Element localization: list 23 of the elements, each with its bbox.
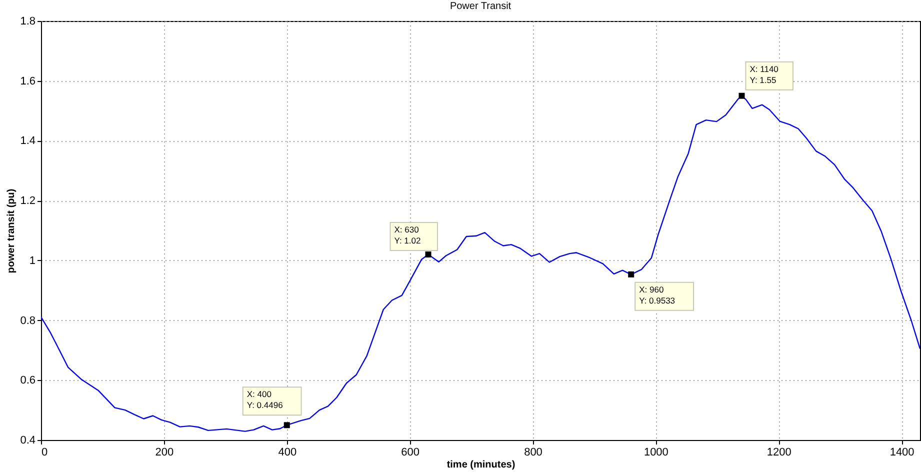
y-axis-title: power transit (pu) — [6, 188, 18, 274]
x-tick-label: 1200 — [766, 446, 792, 458]
y-tick-label: 1.4 — [20, 135, 36, 148]
annotation: X: 630 Y: 1.02 — [394, 224, 421, 246]
y-tick-label: 0.6 — [20, 374, 36, 387]
x-tick-label: 600 — [401, 446, 420, 458]
y-tick-label: 0.8 — [20, 314, 36, 327]
y-tick-label: 1.2 — [20, 195, 36, 208]
x-tick-label: 1400 — [890, 446, 914, 458]
chart-title: Power Transit — [450, 1, 512, 12]
x-tick-label: 800 — [524, 446, 542, 458]
x-tick-label: 200 — [155, 446, 174, 458]
x-tick-label: 1000 — [644, 446, 668, 458]
annotation: X: 400 Y: 0.4496 — [246, 389, 284, 410]
y-tick-label: 1.6 — [20, 75, 36, 88]
y-tick-label: 1 — [29, 254, 36, 267]
annotation: X: 1140 Y: 1.55 — [750, 64, 779, 85]
annotation: X: 960 Y: 0.9533 — [639, 284, 676, 306]
x-axis-title: time (minutes) — [446, 460, 516, 470]
y-tick-label: 1.8 — [20, 16, 36, 28]
x-tick-label: 400 — [278, 446, 297, 458]
x-tick-label: 0 — [42, 446, 48, 458]
y-tick-label: 0.4 — [20, 434, 36, 446]
